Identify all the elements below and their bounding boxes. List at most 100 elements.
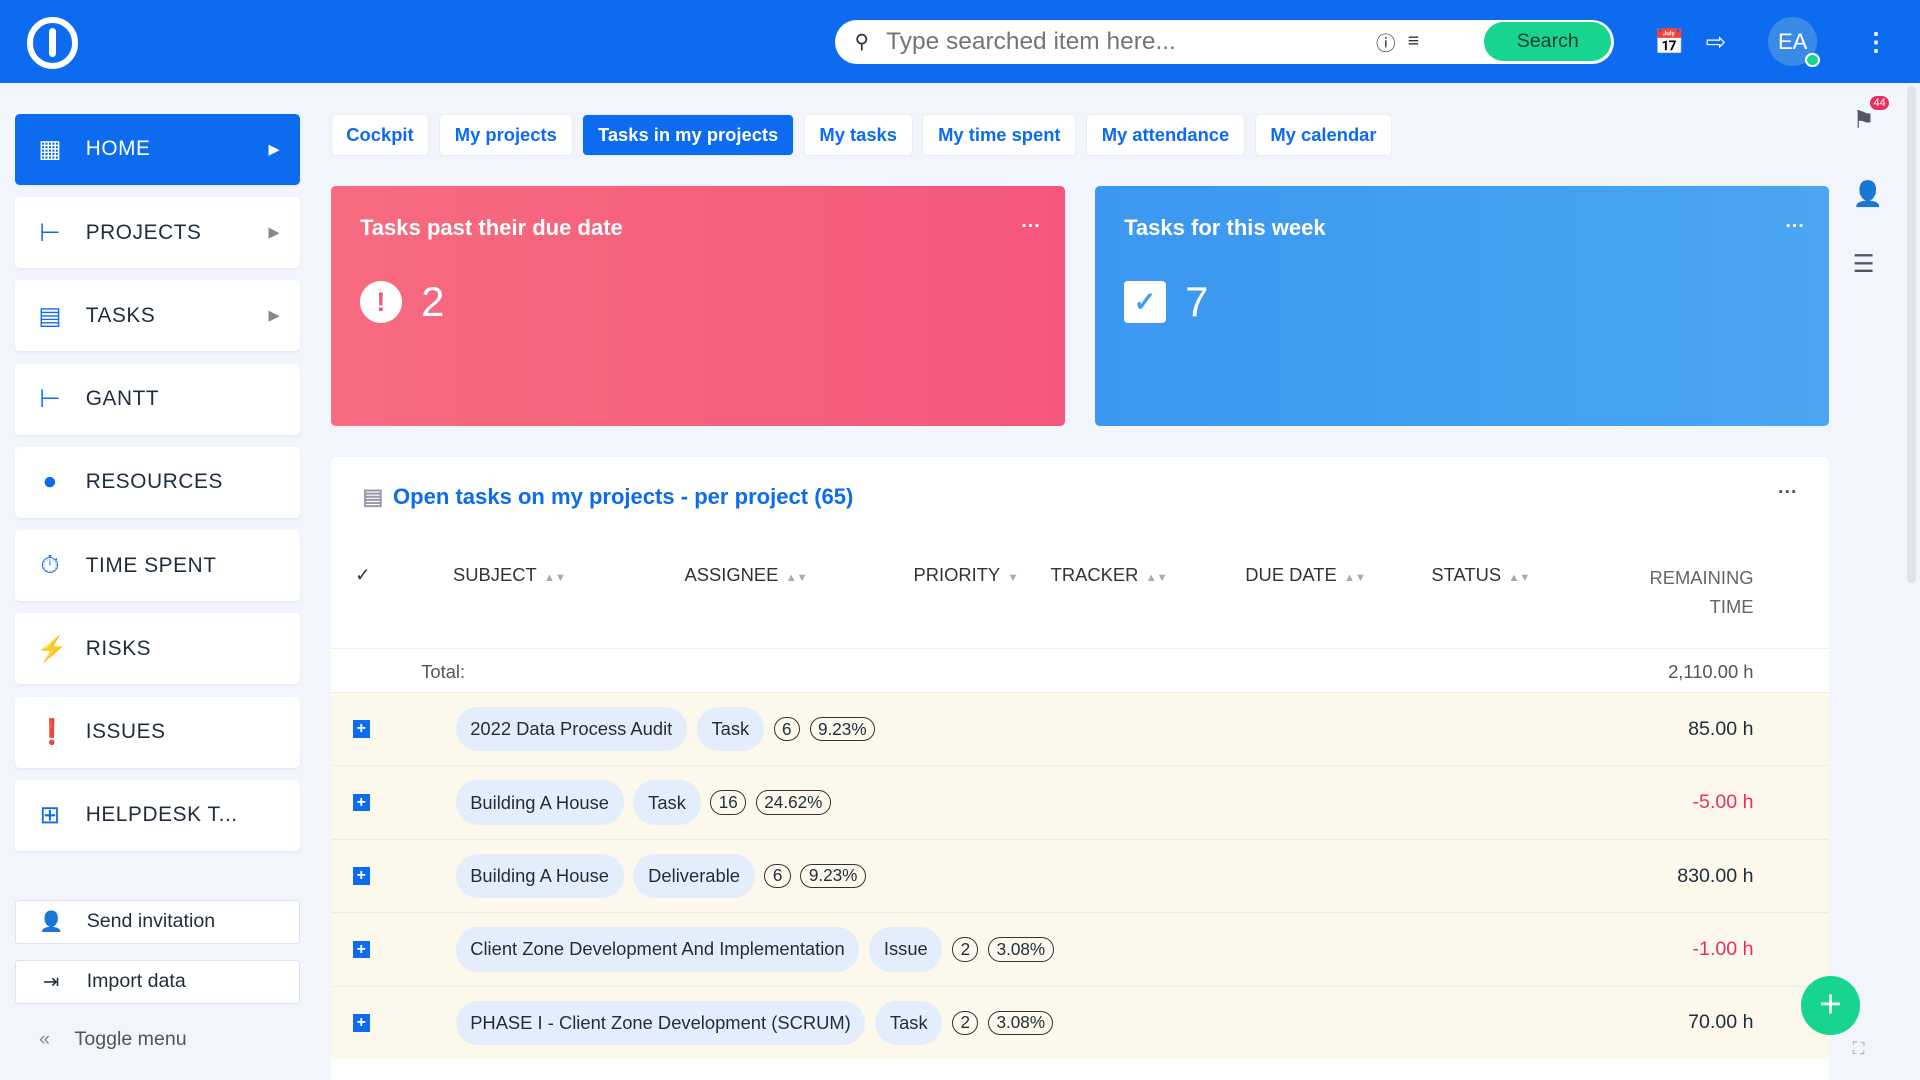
col-remaining-time[interactable]: REMAINING TIME <box>1649 567 1754 617</box>
add-button[interactable]: + <box>1801 975 1860 1035</box>
panel-title-link[interactable]: Open tasks on my projects - per project … <box>393 483 854 509</box>
remaining-time: -1.00 h <box>1692 937 1754 960</box>
help-icon[interactable]: ⓘ <box>1375 33 1396 56</box>
alert-icon: ! <box>359 281 402 324</box>
chevron-right-icon: ▶ <box>268 141 281 158</box>
table-row: + Client Zone Development And Implementa… <box>330 912 1830 986</box>
chevron-right-icon: ▶ <box>268 308 281 325</box>
tree-icon: ⊢ <box>39 219 62 247</box>
expand-icon[interactable]: + <box>352 940 370 959</box>
toggle-menu-button[interactable]: « Toggle menu <box>15 1028 300 1051</box>
count-badge: 6 <box>773 716 800 742</box>
double-chevron-left-icon: « <box>39 1028 51 1051</box>
sidebar-item-label: HELPDESK T... <box>85 803 238 827</box>
user-search-icon[interactable]: 👤 <box>1852 180 1884 208</box>
percent-badge: 3.08% <box>988 1010 1054 1036</box>
sidebar-item-tasks[interactable]: ▤ TASKS ▶ <box>14 280 300 352</box>
project-pill[interactable]: 2022 Data Process Audit <box>455 707 687 752</box>
project-pill[interactable]: Building A House <box>455 853 624 899</box>
card-this-week[interactable]: Tasks for this week ··· ✓ 7 <box>1094 186 1830 427</box>
sidebar-item-risks[interactable]: ⚡ RISKS <box>14 613 300 685</box>
sidebar-item-home[interactable]: ▦ HOME ▶ <box>14 113 300 185</box>
more-icon[interactable]: ··· <box>1778 481 1798 504</box>
scrollbar[interactable] <box>1906 85 1917 583</box>
top-bar: ⚲ ⓘ ≡ Search 📅 ⇨ EA ⋮ <box>0 0 1920 84</box>
total-value: 2,110.00 h <box>1668 660 1754 682</box>
sidebar-item-label: TIME SPENT <box>85 553 217 577</box>
sidebar-item-resources[interactable]: ● RESOURCES <box>14 446 300 518</box>
tab-tasks-in-my-projects[interactable]: Tasks in my projects <box>582 113 794 156</box>
project-pill[interactable]: Building A House <box>455 780 624 825</box>
project-pill[interactable]: Client Zone Development And Implementati… <box>455 927 860 972</box>
col-tracker[interactable]: TRACKER ▲▼ <box>1050 564 1168 586</box>
app-logo[interactable] <box>26 17 79 69</box>
project-pill[interactable]: PHASE I - Client Zone Development (SCRUM… <box>455 1000 866 1045</box>
col-subject[interactable]: SUBJECT ▲▼ <box>453 564 566 586</box>
avatar[interactable]: EA <box>1768 17 1820 68</box>
card-title: Tasks past their due date <box>359 215 623 241</box>
panel-title: ▤ Open tasks on my projects - per project… <box>362 484 853 510</box>
open-tasks-panel: ▤ Open tasks on my projects - per project… <box>330 456 1830 1080</box>
button-label: Import data <box>86 970 186 993</box>
expand-icon[interactable]: + <box>352 1014 370 1032</box>
count-badge: 2 <box>952 937 979 962</box>
tracker-pill[interactable]: Task <box>875 1000 943 1045</box>
sidebar-item-label: GANTT <box>85 387 160 411</box>
tracker-pill[interactable]: Task <box>633 780 701 825</box>
tab-my-attendance[interactable]: My attendance <box>1086 113 1245 156</box>
send-invitation-button[interactable]: 👤 Send invitation <box>14 899 300 944</box>
tab-my-calendar[interactable]: My calendar <box>1254 113 1393 156</box>
tracker-pill[interactable]: Task <box>696 707 764 752</box>
expand-icon[interactable]: + <box>352 720 370 738</box>
calendar-icon[interactable]: 📅 <box>1654 28 1685 56</box>
plus-square-icon: ⊞ <box>39 802 61 830</box>
more-icon[interactable]: ··· <box>1021 215 1041 238</box>
grid-icon: ▦ <box>38 136 63 164</box>
logout-icon[interactable]: ⇨ <box>1705 28 1727 56</box>
checklist-icon[interactable]: ☰ <box>1852 250 1875 278</box>
tab-my-tasks[interactable]: My tasks <box>803 113 913 156</box>
tab-my-projects[interactable]: My projects <box>439 113 573 156</box>
sidebar: ▦ HOME ▶ ⊢ PROJECTS ▶ ▤ TASKS ▶ ⊢ GANTT ● RESOURCES ⏱… <box>14 113 300 1052</box>
remaining-time: 85.00 h <box>1688 717 1754 740</box>
card-past-due[interactable]: Tasks past their due date ··· ! 2 <box>330 186 1066 427</box>
tab-my-time-spent[interactable]: My time spent <box>922 113 1077 156</box>
tab-cockpit[interactable]: Cockpit <box>330 113 430 156</box>
percent-badge: 3.08% <box>988 937 1054 962</box>
notification-badge: 44 <box>1869 95 1890 110</box>
col-priority[interactable]: PRIORITY ▼ <box>913 564 1019 586</box>
col-status[interactable]: STATUS ▲▼ <box>1431 564 1531 586</box>
more-vertical-icon[interactable]: ⋮ <box>1863 28 1889 56</box>
sidebar-item-gantt[interactable]: ⊢ GANTT <box>14 363 300 435</box>
expand-icon[interactable]: + <box>352 867 370 885</box>
col-assignee[interactable]: ASSIGNEE ▲▼ <box>684 564 808 586</box>
col-due-date[interactable]: DUE DATE ▲▼ <box>1245 564 1366 586</box>
more-icon[interactable]: ··· <box>1785 215 1805 238</box>
sidebar-item-projects[interactable]: ⊢ PROJECTS ▶ <box>14 197 300 269</box>
search-button[interactable]: Search <box>1484 22 1612 62</box>
flag-icon[interactable]: ⚑ 44 <box>1853 95 1890 135</box>
clipboard-icon: ▤ <box>38 302 63 330</box>
import-data-button[interactable]: ⇥ Import data <box>14 959 300 1004</box>
sidebar-item-helpdesk-t[interactable]: ⊞ HELPDESK T... <box>14 779 300 851</box>
import-icon: ⇥ <box>42 970 60 993</box>
table-row: + Building A House Task 16 24.62% -5.00 h <box>330 765 1830 839</box>
avatar-initials: EA <box>1777 28 1808 54</box>
tracker-pill[interactable]: Deliverable <box>633 853 755 899</box>
fullscreen-icon[interactable]: ⛶ <box>1852 1038 1865 1059</box>
percent-badge: 24.62% <box>755 790 831 815</box>
select-all-check[interactable]: ✓ <box>355 564 371 586</box>
button-label: Toggle menu <box>74 1028 187 1051</box>
total-label: Total: <box>421 660 466 682</box>
search-input[interactable] <box>886 27 1364 56</box>
sidebar-item-time-spent[interactable]: ⏱ TIME SPENT <box>14 530 300 602</box>
gantt-icon: ⊢ <box>39 386 62 414</box>
total-row: Total: 2,110.00 h <box>330 647 1830 692</box>
expand-icon[interactable]: + <box>352 793 370 812</box>
sidebar-item-issues[interactable]: ❗ ISSUES <box>14 696 300 768</box>
sidebar-item-label: HOME <box>85 137 151 161</box>
count-badge: 6 <box>764 863 791 889</box>
search-bar: ⚲ ⓘ ≡ Search <box>835 19 1614 64</box>
filter-settings-icon[interactable]: ≡ <box>1407 30 1420 53</box>
tracker-pill[interactable]: Issue <box>869 927 943 972</box>
